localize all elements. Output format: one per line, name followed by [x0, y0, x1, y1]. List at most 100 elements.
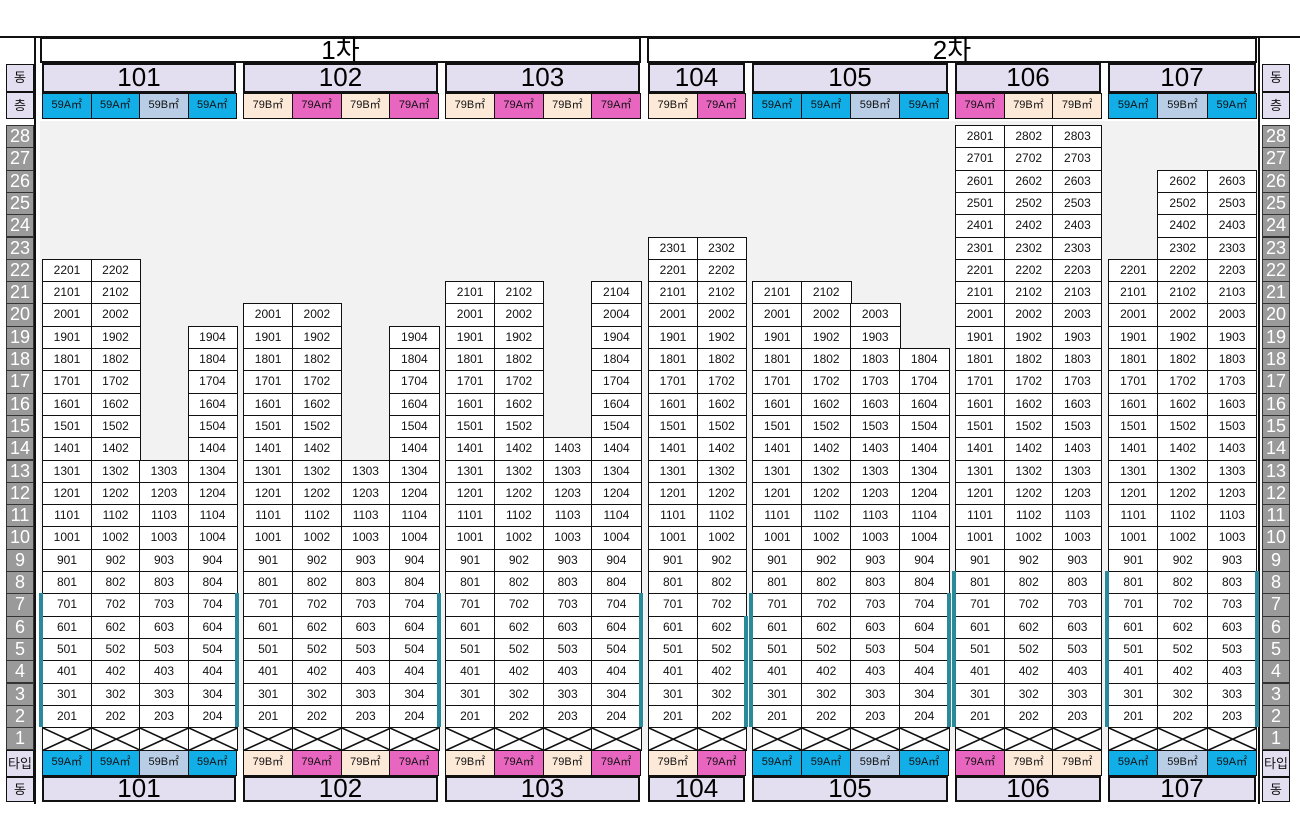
unit-cell[interactable]: 2001: [648, 303, 698, 328]
unit-cell[interactable]: 1401: [955, 437, 1006, 461]
unit-cell[interactable]: 1102: [801, 504, 852, 528]
unit-cell[interactable]: 1201: [1108, 481, 1159, 506]
unit-cell[interactable]: 804: [187, 571, 238, 595]
unit-cell[interactable]: 1503: [1052, 414, 1103, 439]
unit-cell[interactable]: 1502: [291, 414, 342, 439]
unit-cell[interactable]: 603: [542, 615, 593, 640]
unit-cell[interactable]: 2202: [90, 258, 141, 283]
unit-cell[interactable]: 1103: [1206, 504, 1258, 528]
unit-cell[interactable]: 1802: [1157, 348, 1209, 372]
unit-cell[interactable]: 1002: [1003, 526, 1054, 551]
unit-cell[interactable]: 501: [42, 637, 92, 662]
unit-cell[interactable]: 1201: [752, 481, 803, 506]
unit-cell[interactable]: 1802: [90, 348, 141, 372]
unit-cell[interactable]: 204: [187, 704, 238, 729]
unit-cell[interactable]: 1602: [291, 392, 342, 417]
unit-cell[interactable]: 501: [955, 637, 1006, 662]
unit-cell[interactable]: 302: [696, 682, 747, 707]
unit-cell[interactable]: 2002: [493, 303, 544, 328]
unit-cell[interactable]: 1501: [955, 414, 1006, 439]
unit-cell[interactable]: 702: [696, 593, 747, 618]
unit-cell[interactable]: 1701: [648, 370, 698, 395]
unit-cell[interactable]: 201: [1108, 704, 1159, 729]
unit-cell[interactable]: 802: [696, 571, 747, 595]
unit-cell[interactable]: 1101: [243, 504, 294, 528]
unit-cell[interactable]: 703: [340, 593, 391, 618]
unit-cell[interactable]: 1202: [696, 481, 747, 506]
unit-cell[interactable]: 2101: [42, 281, 92, 305]
unit-cell[interactable]: 602: [801, 615, 852, 640]
unit-cell[interactable]: 2302: [1157, 236, 1209, 261]
unit-cell[interactable]: 502: [291, 637, 342, 662]
unit-cell[interactable]: 804: [899, 571, 950, 595]
unit-cell[interactable]: 1204: [389, 481, 440, 506]
building-name[interactable]: 103: [445, 63, 640, 93]
unit-cell[interactable]: 802: [1157, 571, 1209, 595]
unit-cell[interactable]: 2101: [955, 281, 1006, 305]
unit-cell[interactable]: 2201: [648, 258, 698, 283]
unit-cell[interactable]: 1402: [291, 437, 342, 461]
unit-cell[interactable]: 1302: [90, 459, 141, 484]
unit-cell[interactable]: 803: [1052, 571, 1103, 595]
unit-cell[interactable]: 503: [340, 637, 391, 662]
unit-cell[interactable]: 1002: [493, 526, 544, 551]
unit-cell[interactable]: 2102: [801, 281, 852, 305]
unit-cell[interactable]: 1702: [291, 370, 342, 395]
unit-cell[interactable]: 1201: [955, 481, 1006, 506]
unit-cell[interactable]: 602: [291, 615, 342, 640]
unit-cell[interactable]: 504: [187, 637, 238, 662]
building-name[interactable]: 106: [955, 63, 1101, 93]
unit-cell[interactable]: 1103: [139, 504, 189, 528]
unit-cell[interactable]: 1604: [187, 392, 238, 417]
unit-cell[interactable]: 704: [389, 593, 440, 618]
unit-cell[interactable]: 803: [850, 571, 901, 595]
unit-cell[interactable]: 1504: [591, 414, 642, 439]
unit-cell[interactable]: 301: [1108, 682, 1159, 707]
unit-cell[interactable]: 703: [139, 593, 189, 618]
unit-cell[interactable]: 1901: [243, 325, 294, 350]
unit-cell[interactable]: 301: [752, 682, 803, 707]
unit-cell[interactable]: 901: [42, 548, 92, 573]
unit-cell[interactable]: 1602: [90, 392, 141, 417]
unit-cell[interactable]: 803: [542, 571, 593, 595]
unit-cell[interactable]: 803: [1206, 571, 1258, 595]
unit-cell[interactable]: 1401: [42, 437, 92, 461]
unit-cell[interactable]: 704: [187, 593, 238, 618]
unit-cell[interactable]: 2104: [591, 281, 642, 305]
unit-cell[interactable]: 1204: [187, 481, 238, 506]
unit-cell[interactable]: 1004: [187, 526, 238, 551]
unit-cell[interactable]: 1803: [1206, 348, 1258, 372]
unit-cell[interactable]: 2003: [1052, 303, 1103, 328]
unit-cell[interactable]: 2803: [1052, 125, 1103, 149]
unit-cell[interactable]: 1204: [591, 481, 642, 506]
unit-cell[interactable]: 2802: [1003, 125, 1054, 149]
unit-cell[interactable]: 302: [90, 682, 141, 707]
unit-cell[interactable]: 302: [1157, 682, 1209, 707]
unit-cell[interactable]: 1003: [340, 526, 391, 551]
unit-cell[interactable]: 903: [1206, 548, 1258, 573]
unit-cell[interactable]: 1502: [1157, 414, 1209, 439]
unit-cell[interactable]: 904: [591, 548, 642, 573]
unit-cell[interactable]: 701: [445, 593, 496, 618]
unit-cell[interactable]: 1804: [591, 348, 642, 372]
unit-cell[interactable]: 403: [542, 660, 593, 684]
unit-cell[interactable]: 2503: [1206, 191, 1258, 216]
unit-cell[interactable]: 1004: [389, 526, 440, 551]
unit-cell[interactable]: 2601: [955, 169, 1006, 194]
unit-cell[interactable]: 1304: [899, 459, 950, 484]
unit-cell[interactable]: 1103: [1052, 504, 1103, 528]
unit-cell[interactable]: 201: [955, 704, 1006, 729]
unit-cell[interactable]: 1001: [445, 526, 496, 551]
unit-cell[interactable]: 1304: [591, 459, 642, 484]
unit-cell[interactable]: 602: [1003, 615, 1054, 640]
building-name-bottom[interactable]: 105: [752, 775, 948, 802]
unit-cell[interactable]: 504: [389, 637, 440, 662]
unit-cell[interactable]: 901: [445, 548, 496, 573]
unit-cell[interactable]: 2003: [850, 303, 901, 328]
unit-cell[interactable]: 401: [445, 660, 496, 684]
unit-cell[interactable]: 2102: [90, 281, 141, 305]
unit-cell[interactable]: 1101: [648, 504, 698, 528]
building-name[interactable]: 107: [1108, 63, 1256, 93]
unit-cell[interactable]: 1103: [340, 504, 391, 528]
unit-cell[interactable]: 1601: [752, 392, 803, 417]
